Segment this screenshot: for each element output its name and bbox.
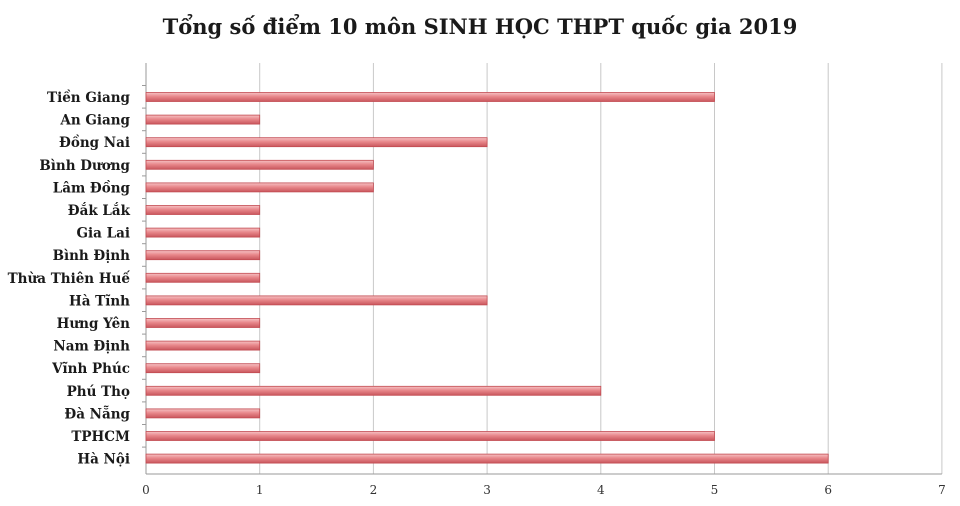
category-label: Vĩnh Phúc xyxy=(51,361,130,377)
category-label: Hà Nội xyxy=(77,452,130,468)
x-tick-label: 4 xyxy=(597,483,605,497)
category-label: Lâm Đồng xyxy=(53,180,131,196)
category-label: Bình Dương xyxy=(39,158,130,174)
bar xyxy=(145,363,261,374)
x-tick-label: 7 xyxy=(938,483,946,497)
x-tick-label: 0 xyxy=(142,483,150,497)
category-label: Phú Thọ xyxy=(67,384,130,400)
bar xyxy=(145,137,488,148)
bar xyxy=(145,114,261,125)
bar xyxy=(145,318,261,328)
category-label: An Giang xyxy=(59,113,130,129)
x-tick-label: 5 xyxy=(711,483,719,497)
bar xyxy=(145,408,261,419)
bar xyxy=(145,92,715,102)
bar xyxy=(145,159,374,170)
bar xyxy=(145,182,374,193)
chart-title: Tổng số điểm 10 môn SINH HỌC THPT quốc g… xyxy=(162,14,798,39)
category-label: Đồng Nai xyxy=(59,135,130,151)
bar xyxy=(145,295,488,306)
category-label: Hà Tĩnh xyxy=(69,293,130,309)
category-label: Gia Lai xyxy=(77,226,130,242)
bar xyxy=(145,272,261,283)
category-label: Đà Nẵng xyxy=(64,406,130,422)
bar xyxy=(145,340,261,351)
bar xyxy=(145,250,261,261)
bar xyxy=(145,431,715,441)
bar xyxy=(145,227,261,238)
category-label: Hưng Yên xyxy=(57,316,131,332)
category-label: Bình Định xyxy=(53,248,131,264)
x-tick-label: 2 xyxy=(370,483,378,497)
bar xyxy=(145,453,829,464)
category-label: Đắk Lắk xyxy=(68,203,131,219)
bar xyxy=(145,385,602,396)
category-label: Thừa Thiên Huế xyxy=(8,271,131,287)
category-label: Tiền Giang xyxy=(47,90,130,106)
x-tick-label: 1 xyxy=(256,483,264,497)
bar xyxy=(145,205,261,215)
x-tick-label: 6 xyxy=(824,483,832,497)
category-label: TPHCM xyxy=(71,429,130,445)
x-tick-label: 3 xyxy=(483,483,491,497)
category-label: Nam Định xyxy=(53,339,130,355)
